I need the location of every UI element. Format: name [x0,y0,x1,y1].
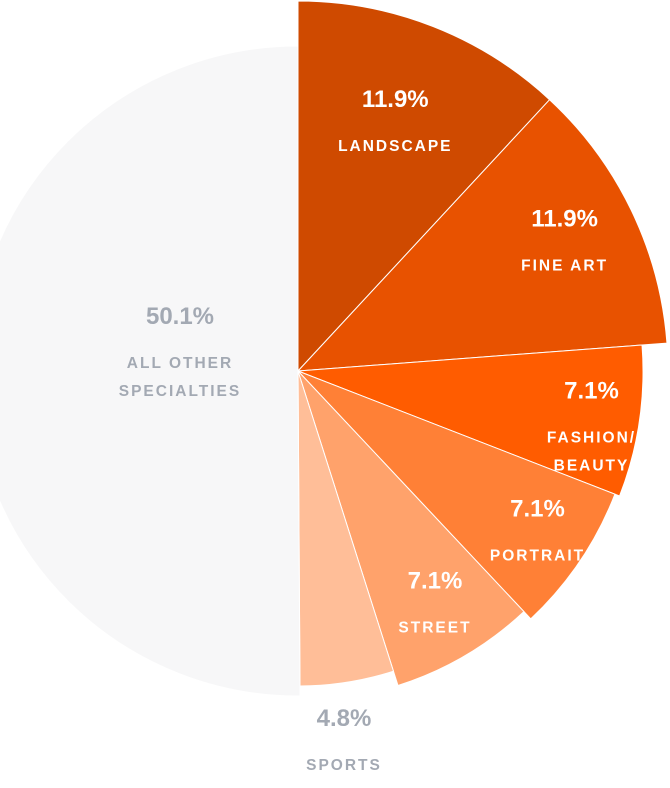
slice-category-label-all-other-specialties: ALL OTHER SPECIALTIES [119,355,241,400]
pie-slices [0,0,668,697]
slice-value-label-fashion-beauty: 7.1% [564,378,619,405]
slice-value-label-portrait: 7.1% [510,496,565,523]
slice-category-label-sports: SPORTS [306,757,382,774]
slice-category-label-portrait: PORTRAIT [490,548,585,565]
slice-value-label-street: 7.1% [408,567,463,594]
slice-value-label-sports: 4.8% [317,705,372,732]
pie-slice-all-other-specialties [0,45,301,697]
slice-category-label-landscape: LANDSCAPE [338,138,452,155]
slice-labels: 11.9% LANDSCAPE 11.9% FINE ART 7.1% FASHION/B… [119,86,636,774]
pie-slice-landscape [297,0,551,373]
pie-slice-fashion-beauty [297,344,644,497]
slice-category-label-fine-art: FINE ART [521,258,608,275]
pie-slice-fine-art [296,98,668,372]
slice-value-label-fine-art: 11.9% [531,206,598,233]
slice-value-label-all-other-specialties: 50.1% [146,303,214,330]
slice-value-label-landscape: 11.9% [362,86,429,113]
slice-category-label-fashion-beauty: FASHION/BEAUTY [547,430,636,475]
slice-category-label-street: STREET [398,619,471,636]
pie-slice-street [297,370,525,687]
pie-slice-portrait [297,370,616,620]
